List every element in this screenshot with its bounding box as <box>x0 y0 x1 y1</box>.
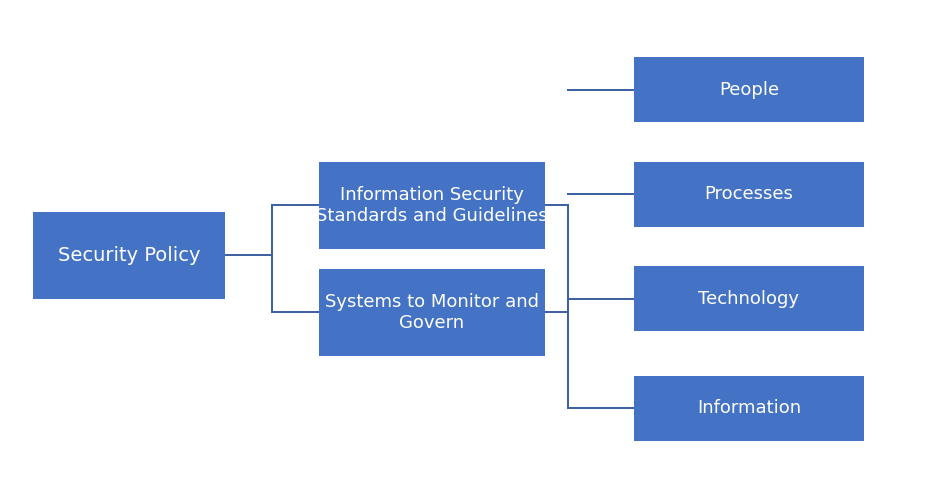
Text: Information: Information <box>697 399 801 417</box>
Text: Technology: Technology <box>699 290 799 308</box>
Text: Systems to Monitor and
Govern: Systems to Monitor and Govern <box>325 293 539 332</box>
Text: Processes: Processes <box>704 185 793 203</box>
FancyBboxPatch shape <box>319 162 545 249</box>
Text: People: People <box>718 81 779 99</box>
FancyBboxPatch shape <box>634 162 864 227</box>
FancyBboxPatch shape <box>634 376 864 441</box>
FancyBboxPatch shape <box>634 57 864 122</box>
FancyBboxPatch shape <box>319 269 545 356</box>
Text: Security Policy: Security Policy <box>58 246 200 265</box>
FancyBboxPatch shape <box>33 212 225 299</box>
FancyBboxPatch shape <box>634 266 864 331</box>
Text: Information Security
Standards and Guidelines: Information Security Standards and Guide… <box>316 186 547 225</box>
